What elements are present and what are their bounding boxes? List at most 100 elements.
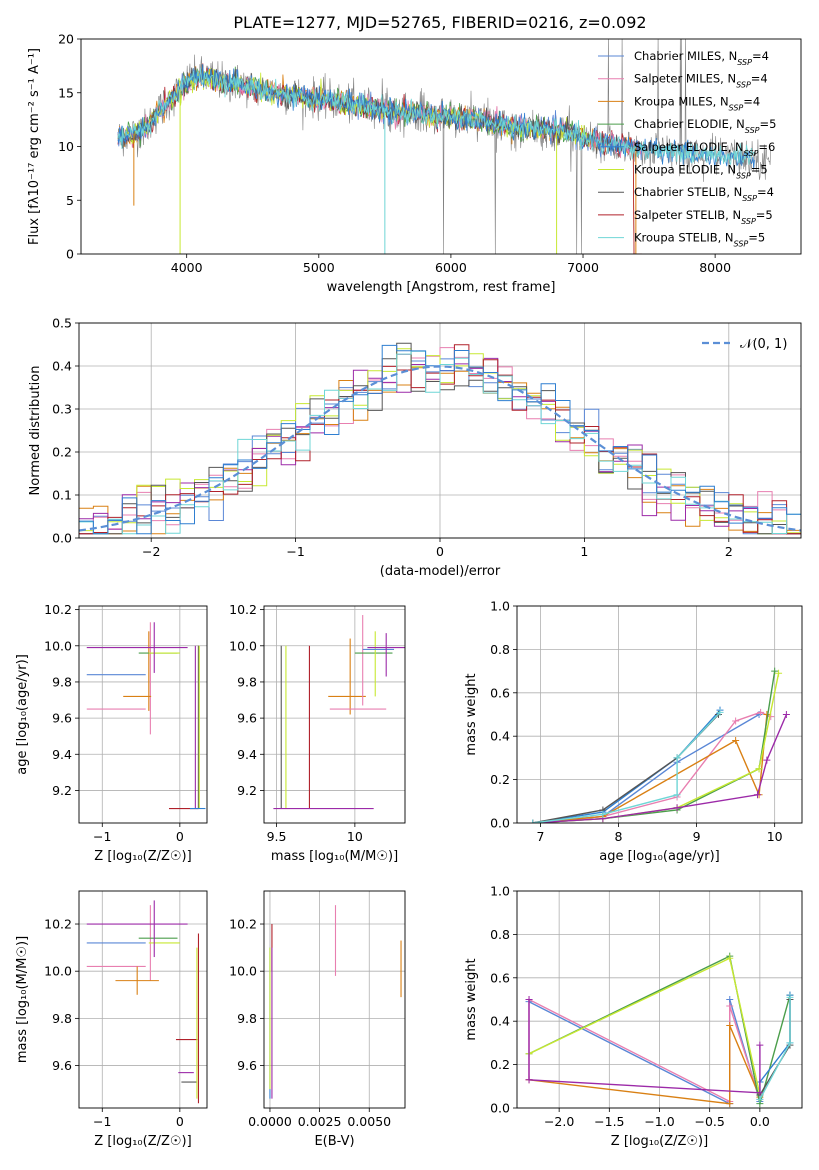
x-tick-label: 2 [725, 544, 733, 559]
axes-frame [263, 890, 406, 1109]
mass-weight-marker [525, 1076, 533, 1084]
residuals-panel: −2 −1 0 1 2 0.0 0.1 0.2 0.3 0.4 0.5 (data-model)/er… [28, 316, 802, 579]
x-tick-label: 0.0050 [347, 1114, 391, 1129]
x-tick-label: 9.5 [267, 829, 287, 844]
axes-frame [80, 38, 802, 255]
figure-title: PLATE=1277, MJD=52765, FIBERID=0216, z=0… [233, 13, 646, 32]
mass-weight-marker [756, 1095, 764, 1103]
mass-vs-ebv-panel: 0.0000 0.0025 0.0050 9.6 9.8 10.0 10.2 E(B-V) [229, 890, 406, 1149]
y-axis-label: age [log₁₀(age/yr)] [15, 654, 30, 775]
mass-weight-marker [775, 669, 783, 677]
mass-weight-marker [771, 667, 779, 675]
age-vs-mass-panel: 9.5 10 9.2 9.4 9.6 9.8 10.0 10.2 mass [log₁₀(M/M… [229, 602, 406, 864]
mass-weight-marker [782, 711, 790, 718]
y-tick-label: 0.4 [490, 1014, 510, 1029]
y-tick-label: 9.4 [237, 747, 257, 762]
x-tick-label: −1 [93, 829, 111, 844]
plot-area [273, 615, 405, 810]
y-tick-label: 0.5 [52, 316, 72, 331]
mass-weight-marker [757, 708, 765, 716]
x-tick-label: 0 [436, 544, 444, 559]
y-tick-label: 0.3 [52, 402, 72, 417]
legend-label: Chabrier MILES, NSSP=4 [634, 49, 769, 67]
legend-label: Kroupa ELODIE, NSSP=5 [634, 163, 768, 181]
y-tick-label: 9.2 [237, 783, 257, 798]
mass-weight-marker [732, 737, 740, 745]
y-tick-label: 9.8 [52, 1011, 72, 1026]
legend-label: Salpeter ELODIE, NSSP=6 [634, 140, 775, 158]
mass-weight-marker [732, 717, 740, 725]
y-tick-label: 10.0 [44, 964, 72, 979]
legend-label: Salpeter MILES, NSSP=4 [634, 72, 768, 90]
y-tick-label: 10.0 [44, 638, 72, 653]
model-spectrum-line [117, 67, 755, 166]
x-tick-label: 10 [347, 829, 363, 844]
y-tick-label: 10.2 [229, 602, 257, 617]
legend-label: Salpeter STELIB, NSSP=5 [634, 208, 773, 226]
y-tick-label: 10.2 [229, 917, 257, 932]
y-axis-label: mass weight [464, 958, 479, 1040]
y-tick-label: 0.8 [490, 927, 510, 942]
x-tick-label: −2 [142, 544, 160, 559]
mass-weight-marker [529, 819, 537, 823]
x-tick-label: 9 [693, 829, 701, 844]
y-tick-label: 10.2 [44, 602, 72, 617]
x-tick-label: 0.0000 [248, 1114, 292, 1129]
x-tick-label: −2.0 [544, 1114, 574, 1129]
mass-weight-marker [726, 1022, 734, 1030]
x-axis-label: Z [log₁₀(Z/Z☉)] [611, 1134, 708, 1149]
plot-area [86, 900, 200, 1104]
mass-weight-series [528, 957, 761, 1096]
y-tick-label: 9.6 [52, 711, 72, 726]
y-tick-label: 0.2 [52, 445, 72, 460]
axes-frame [516, 890, 803, 1109]
y-tick-label: 10.0 [229, 638, 257, 653]
y-tick-label: 1.0 [490, 599, 510, 614]
x-tick-label: −1 [93, 1114, 111, 1129]
y-tick-label: 9.6 [237, 711, 257, 726]
age-vs-metallicity-panel: −1 0 9.2 9.4 9.6 9.8 10.0 10.2 Z [log₁₀(Z/Z☉)] ag… [15, 602, 208, 864]
mass-weight-marker [599, 810, 607, 818]
x-tick-label: 7 [536, 829, 544, 844]
mass-weight-series [532, 714, 788, 823]
mass-weight-series [532, 711, 721, 823]
y-tick-label: 1.0 [490, 884, 510, 899]
mass-weight-marker [755, 765, 763, 773]
y-tick-label: 0.4 [52, 359, 72, 374]
plot-area [525, 952, 794, 1108]
y-tick-label: 0.6 [490, 970, 510, 985]
legend-label: 𝒩(0, 1) [740, 337, 787, 352]
y-tick-label: 0.1 [52, 488, 72, 503]
residual-histogram [79, 347, 801, 535]
normal-reference-curve [79, 365, 801, 532]
x-tick-label: 0.0025 [298, 1114, 342, 1129]
y-tick-label: 9.4 [52, 747, 72, 762]
spectrum-panel: 4000 5000 6000 7000 8000 0 5 10 15 20 wavelength [… [27, 32, 802, 295]
y-tick-label: 10.0 [229, 964, 257, 979]
weight-vs-metallicity-panel: −2.0 −1.5 −1.0 −0.5 0.0 0.0 0.2 0.4 0.6 0.8 1.0 Z [… [464, 884, 803, 1149]
y-tick-label: 0.8 [490, 642, 510, 657]
y-tick-label: 10 [58, 139, 74, 154]
y-tick-label: 5 [66, 193, 74, 208]
legend-label: Chabrier STELIB, NSSP=4 [634, 185, 774, 203]
residual-histogram [79, 342, 801, 535]
mass-weight-marker [673, 804, 681, 812]
plot-area [86, 622, 206, 810]
x-axis-label: mass [log₁₀(M/M☉)] [271, 849, 398, 864]
axes-frame [78, 890, 208, 1109]
mass-weight-marker [763, 756, 771, 764]
x-tick-label: −0.5 [694, 1114, 724, 1129]
x-tick-label: 0.0 [750, 1114, 770, 1129]
y-axis-label: Normed distribution [28, 366, 43, 496]
axes-frame [78, 605, 208, 824]
y-tick-label: 0.0 [490, 1101, 510, 1116]
mass-weight-marker [726, 954, 734, 962]
legend-label: Kroupa STELIB, NSSP=5 [634, 231, 765, 249]
x-tick-label: −1.5 [594, 1114, 624, 1129]
legend-label: Kroupa MILES, NSSP=4 [634, 94, 760, 112]
mass-weight-marker [753, 791, 761, 799]
y-axis-label: mass weight [464, 673, 479, 755]
mass-weight-marker [673, 754, 681, 762]
plot-area [269, 905, 402, 1099]
